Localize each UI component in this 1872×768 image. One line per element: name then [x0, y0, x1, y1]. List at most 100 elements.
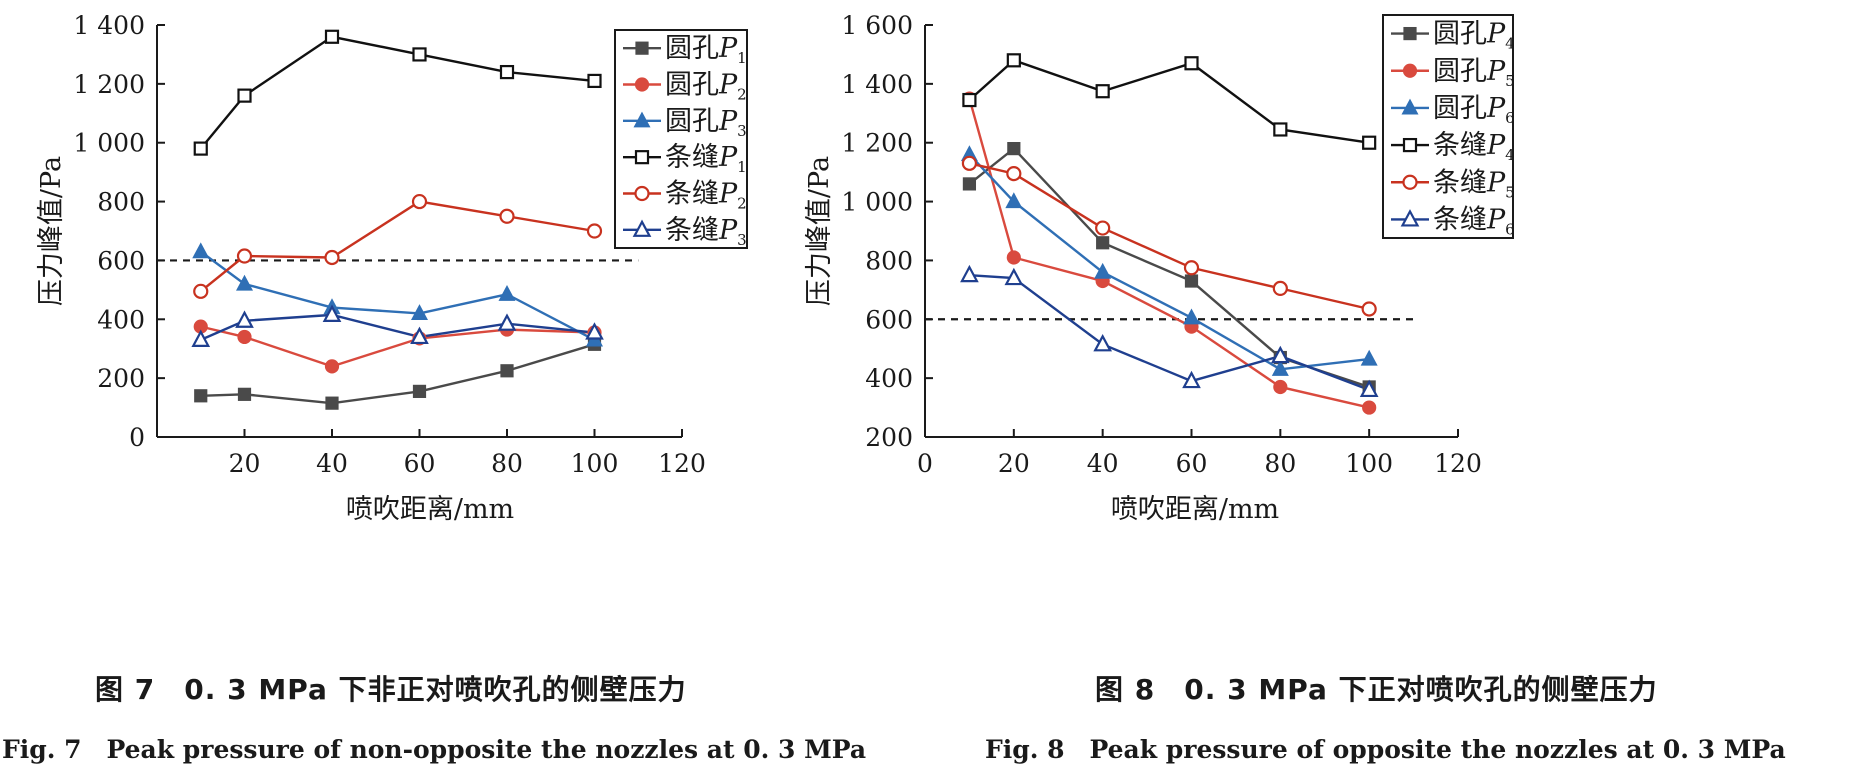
data-point [1004, 267, 1024, 286]
data-point [411, 193, 428, 210]
y-tick-label: 1 200 [73, 70, 145, 99]
y-tick-label: 800 [97, 188, 145, 217]
legend-marker [634, 150, 650, 165]
legend-marker [632, 219, 652, 237]
data-point [192, 242, 210, 259]
legend-marker [634, 185, 650, 202]
data-point [1182, 308, 1201, 325]
legend-entry: 条缝P4 [1433, 130, 1515, 164]
y-tick-label: 600 [97, 246, 145, 275]
series-line-条缝P4 [968, 58, 1370, 144]
x-tick-label: 120 [1434, 449, 1482, 478]
data-point [1007, 142, 1021, 156]
legend-entry: 圆孔P4 [1433, 19, 1515, 53]
series-line-圆孔P6 [968, 153, 1370, 371]
series-line-圆孔P1 [200, 343, 595, 405]
data-point [1182, 370, 1201, 389]
data-point [235, 310, 254, 328]
legend-entry: 条缝P6 [1433, 204, 1515, 238]
legend-marker [1402, 137, 1418, 153]
y-tick-label: 1 400 [73, 11, 145, 40]
data-point [1184, 56, 1199, 71]
x-tick-label: 80 [1264, 449, 1296, 478]
series-line-条缝P1 [199, 35, 595, 150]
data-point [1184, 274, 1199, 288]
x-axis-label: 喷吹距离/mm [1111, 494, 1279, 525]
data-point [1273, 379, 1288, 395]
x-tick-label: 60 [1176, 449, 1208, 478]
data-point [322, 304, 342, 322]
data-point [587, 73, 602, 89]
legend-entry: 圆孔P6 [1433, 93, 1515, 127]
data-point [497, 313, 517, 331]
data-point [325, 396, 339, 410]
legend-marker [635, 41, 649, 55]
data-point [1362, 135, 1377, 150]
data-point [1271, 360, 1289, 376]
series-line-条缝P3 [200, 313, 595, 341]
data-point [324, 249, 340, 266]
y-tick-label: 0 [129, 423, 145, 452]
legend-box [1382, 14, 1514, 239]
x-tick-label: 40 [1087, 449, 1119, 478]
x-tick-label: 20 [229, 449, 261, 478]
y-tick-label: 1 000 [73, 129, 145, 158]
series-line-条缝P6 [969, 273, 1370, 392]
data-point [1362, 400, 1377, 415]
data-point [499, 208, 515, 224]
series-line-条缝P5 [969, 162, 1370, 311]
x-tick-label: 100 [571, 449, 619, 478]
data-point [1094, 262, 1112, 279]
data-point [586, 223, 603, 239]
legend-entry: 圆孔P5 [1433, 56, 1515, 90]
y-axis-label: 压力峰值/Pa [36, 156, 67, 306]
data-point [237, 387, 252, 401]
data-point [1361, 301, 1377, 317]
data-point [412, 384, 427, 398]
x-tick-label: 100 [1345, 449, 1393, 478]
data-point [1093, 333, 1113, 352]
data-point [237, 88, 252, 103]
figure7-caption-en: Fig. 7 Peak pressure of non-opposite the… [2, 735, 867, 764]
data-point [324, 29, 340, 44]
y-tick-label: 200 [97, 364, 145, 393]
data-point [237, 329, 252, 345]
series-line-圆孔P3 [200, 250, 596, 341]
y-axis-label: 压力峰值/Pa [804, 156, 835, 306]
data-point [1273, 122, 1288, 137]
y-tick-label: 1 600 [841, 11, 913, 40]
data-point [500, 364, 514, 378]
data-point [412, 47, 427, 62]
data-point [962, 177, 977, 191]
data-point [1272, 280, 1288, 296]
series-line-圆孔P5 [968, 98, 1370, 409]
data-point [1360, 349, 1378, 366]
y-tick-label: 1 200 [841, 129, 913, 158]
data-point [193, 283, 209, 299]
y-tick-label: 1 000 [841, 188, 913, 217]
legend-entry: 圆孔P1 [665, 33, 747, 67]
data-point [410, 326, 429, 345]
data-point [1006, 250, 1021, 265]
legend-entry: 条缝P3 [665, 215, 747, 249]
data-point [235, 274, 254, 291]
data-point [236, 248, 253, 264]
legend-entry: 圆孔P2 [665, 70, 747, 104]
y-tick-label: 600 [865, 305, 913, 334]
chart-2: 200 400 600 800 1 000 1 200 1 400 1 600 0 20 40 60 8… [804, 11, 1515, 525]
figure8-caption-cn: 图 8 0. 3 MPa 下正对喷吹孔的侧壁压力 [1095, 673, 1658, 706]
data-point [1006, 53, 1021, 68]
data-point [962, 92, 977, 108]
x-tick-label: 60 [404, 449, 436, 478]
y-tick-label: 400 [97, 305, 145, 334]
legend-box [614, 29, 748, 249]
data-point [410, 304, 429, 320]
legend-marker [1400, 209, 1420, 227]
legend-marker [633, 111, 651, 128]
data-point [1183, 260, 1200, 276]
data-point [1095, 84, 1110, 99]
data-point [194, 389, 208, 403]
y-tick-label: 200 [865, 423, 913, 452]
